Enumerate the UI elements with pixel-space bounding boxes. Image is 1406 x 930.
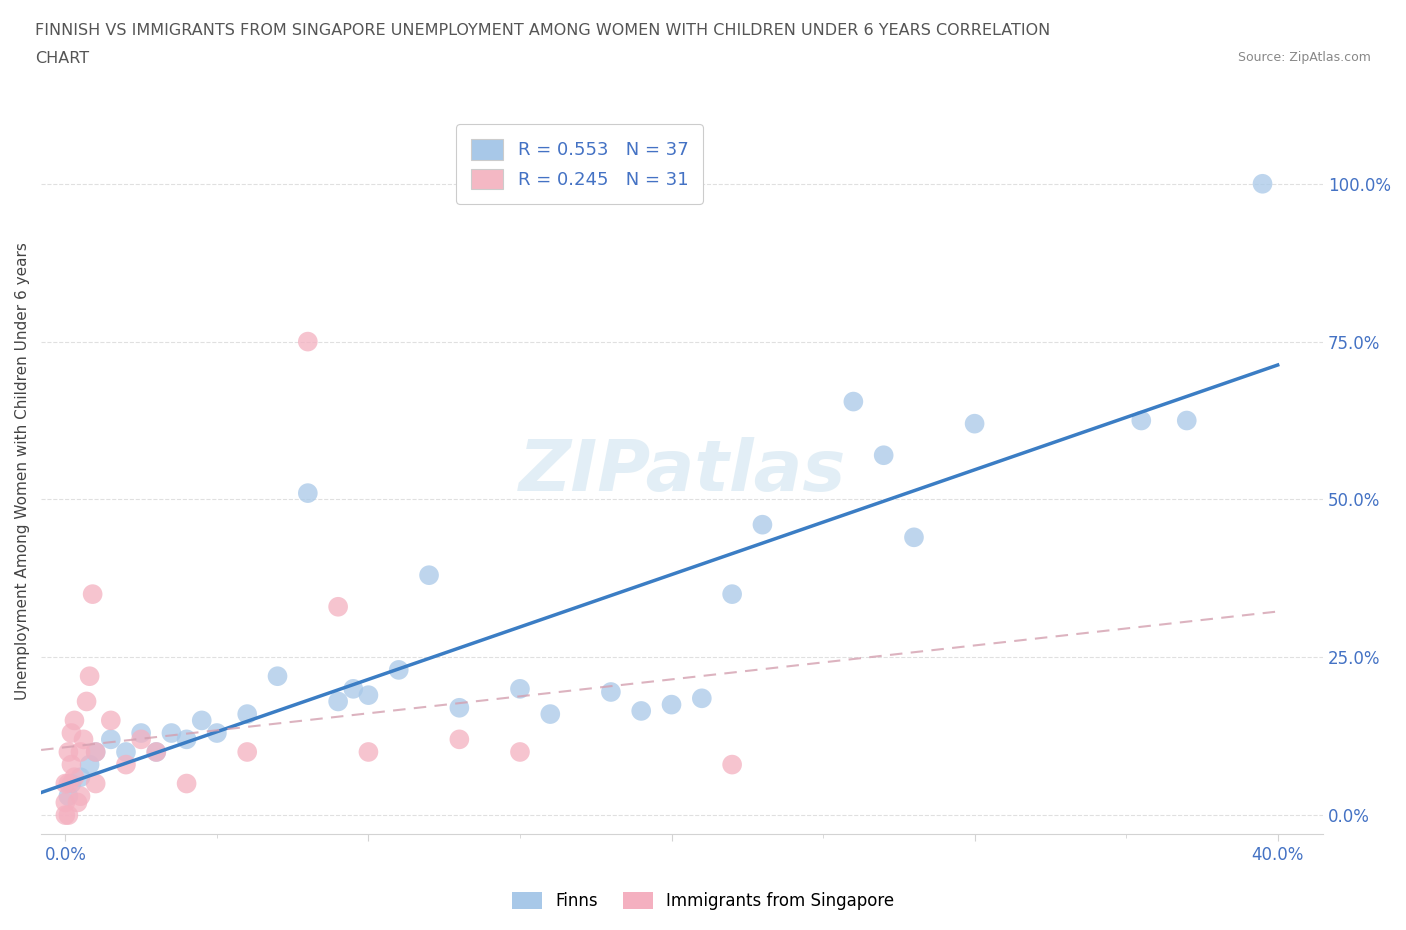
Point	[176, 732, 198, 747]
Text: CHART: CHART	[35, 51, 89, 66]
Point	[509, 682, 531, 697]
Point	[297, 334, 319, 349]
Point	[903, 530, 925, 545]
Text: Source: ZipAtlas.com: Source: ZipAtlas.com	[1237, 51, 1371, 64]
Point	[60, 777, 83, 791]
Point	[326, 599, 349, 614]
Point	[129, 732, 152, 747]
Point	[342, 682, 364, 697]
Point	[115, 745, 138, 760]
Point	[82, 587, 104, 602]
Point	[84, 745, 107, 760]
Point	[145, 745, 167, 760]
Point	[72, 732, 94, 747]
Point	[1251, 177, 1274, 192]
Point	[266, 669, 288, 684]
Point	[79, 669, 101, 684]
Point	[205, 725, 228, 740]
Point	[509, 745, 531, 760]
Point	[145, 745, 167, 760]
Point	[1130, 413, 1153, 428]
Point	[69, 789, 91, 804]
Point	[1175, 413, 1198, 428]
Point	[630, 703, 652, 718]
Point	[449, 700, 471, 715]
Point	[63, 713, 86, 728]
Point	[236, 707, 259, 722]
Point	[751, 517, 773, 532]
Point	[69, 745, 91, 760]
Point	[84, 777, 107, 791]
Point	[842, 394, 865, 409]
Point	[115, 757, 138, 772]
Point	[100, 713, 122, 728]
Point	[58, 745, 80, 760]
Point	[79, 757, 101, 772]
Point	[66, 795, 89, 810]
Point	[690, 691, 713, 706]
Point	[69, 770, 91, 785]
Point	[190, 713, 212, 728]
Point	[58, 777, 80, 791]
Point	[721, 757, 744, 772]
Point	[58, 789, 80, 804]
Point	[599, 684, 621, 699]
Point	[129, 725, 152, 740]
Point	[53, 795, 76, 810]
Point	[297, 485, 319, 500]
Point	[53, 807, 76, 822]
Point	[357, 687, 380, 702]
Point	[388, 662, 411, 677]
Point	[84, 745, 107, 760]
Point	[661, 698, 683, 712]
Point	[449, 732, 471, 747]
Legend: R = 0.553   N = 37, R = 0.245   N = 31: R = 0.553 N = 37, R = 0.245 N = 31	[457, 125, 703, 204]
Point	[63, 770, 86, 785]
Text: ZIPatlas: ZIPatlas	[519, 436, 846, 506]
Point	[357, 745, 380, 760]
Point	[721, 587, 744, 602]
Y-axis label: Unemployment Among Women with Children Under 6 years: Unemployment Among Women with Children U…	[15, 242, 30, 700]
Text: FINNISH VS IMMIGRANTS FROM SINGAPORE UNEMPLOYMENT AMONG WOMEN WITH CHILDREN UNDE: FINNISH VS IMMIGRANTS FROM SINGAPORE UNE…	[35, 23, 1050, 38]
Point	[538, 707, 561, 722]
Point	[100, 732, 122, 747]
Point	[326, 694, 349, 709]
Point	[76, 694, 98, 709]
Point	[176, 777, 198, 791]
Point	[60, 725, 83, 740]
Point	[873, 448, 896, 463]
Point	[58, 807, 80, 822]
Legend: Finns, Immigrants from Singapore: Finns, Immigrants from Singapore	[505, 885, 901, 917]
Point	[60, 757, 83, 772]
Point	[53, 777, 76, 791]
Point	[418, 567, 440, 582]
Point	[236, 745, 259, 760]
Point	[963, 417, 986, 432]
Point	[160, 725, 183, 740]
